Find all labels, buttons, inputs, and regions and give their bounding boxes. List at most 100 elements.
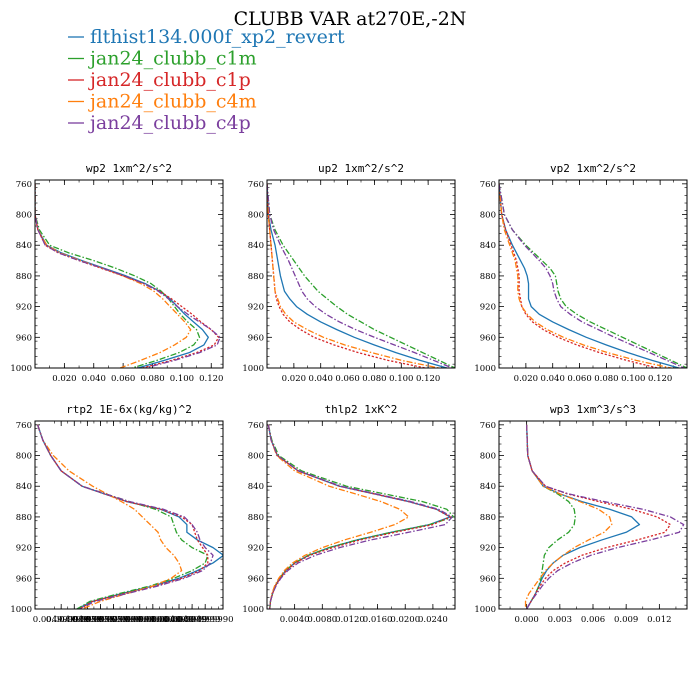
series-line [499, 183, 680, 368]
legend-entry: jan24_clubb_c1p [88, 69, 251, 91]
x-tick-label: 0.0120 [335, 615, 365, 625]
y-tick-label: 840 [480, 482, 496, 492]
x-tick-label: 0.0040 [280, 615, 310, 625]
series-line [499, 183, 672, 368]
y-tick-label: 1000 [242, 605, 264, 615]
y-tick-label: 880 [248, 272, 264, 282]
y-tick-label: 840 [16, 482, 32, 492]
x-tick-label: 0.003 [548, 615, 572, 625]
legend-entry: flthist134.000f_xp2_revert [90, 26, 345, 48]
panel-frame [498, 179, 688, 369]
y-tick-label: 880 [248, 513, 264, 523]
y-tick-label: 760 [480, 180, 496, 190]
x-tick-label: 0.012 [647, 615, 671, 625]
series-line [499, 183, 685, 368]
x-tick-label: 0.000 [514, 615, 538, 625]
x-tick-label: 0.004999999 [164, 615, 221, 625]
series-line [499, 183, 658, 368]
panel-frame [498, 420, 688, 610]
y-tick-label: 1000 [474, 364, 496, 374]
x-tick-label: 0.100 [621, 374, 645, 384]
y-tick-label: 800 [480, 452, 496, 462]
series-line [37, 424, 183, 609]
series-line [499, 183, 687, 368]
y-tick-label: 960 [480, 333, 496, 343]
x-tick-label: 0.005999999 [98, 615, 155, 625]
x-tick-label: 0.100 [389, 374, 413, 384]
series-line [37, 424, 209, 609]
x-tick-label: 0.006 [581, 615, 605, 625]
legend-entry: jan24_clubb_c4p [88, 112, 251, 134]
x-tick-label: 0.080 [594, 374, 618, 384]
panel: rtp2 1E-6x(kg/kg)^2 760 800 840 880 920 960 100… [10, 403, 233, 625]
y-tick-label: 760 [248, 421, 264, 431]
panel: vp2 1xm^2/s^2 760 800 840 880 920 960 1000 0.020… [474, 162, 688, 384]
x-tick-label: 0.080 [362, 374, 386, 384]
series-line [267, 424, 451, 609]
x-tick-label: 0.004999999 [46, 615, 103, 625]
series-line [526, 424, 576, 609]
x-tick-label: 0.005999999 [72, 615, 129, 625]
x-tick-label: 0.000000000 [138, 615, 195, 625]
panel-title: wp2 1xm^2/s^2 [86, 162, 172, 175]
y-tick-label: 840 [248, 241, 264, 251]
series-line [526, 424, 672, 609]
x-tick-label: 0.100 [170, 374, 194, 384]
panel-title: up2 1xm^2/s^2 [318, 162, 404, 175]
y-tick-label: 760 [16, 421, 32, 431]
y-tick-label: 960 [16, 574, 32, 584]
y-tick-label: 800 [480, 211, 496, 221]
y-tick-label: 1000 [474, 605, 496, 615]
y-tick-label: 760 [480, 421, 496, 431]
panel-title: vp2 1xm^2/s^2 [550, 162, 636, 175]
legend: flthist134.000f_xp2_revertjan24_clubb_c1… [68, 26, 345, 134]
y-tick-label: 960 [248, 574, 264, 584]
series-line [267, 424, 453, 609]
series-line [526, 424, 685, 609]
series-line [267, 183, 453, 368]
panel-title: thlp2 1xK^2 [325, 403, 398, 416]
x-tick-label: 0.005999999 [85, 615, 142, 625]
panel-frame [266, 179, 456, 369]
series-line [267, 183, 448, 368]
y-tick-label: 840 [248, 482, 264, 492]
x-tick-label: 0.000000000 [111, 615, 168, 625]
x-tick-label: 0.0080 [307, 615, 337, 625]
x-tick-label: 0.120 [648, 374, 672, 384]
y-tick-label: 880 [16, 513, 32, 523]
y-tick-label: 1000 [10, 605, 32, 615]
panel-frame [34, 420, 224, 610]
y-tick-label: 960 [480, 574, 496, 584]
y-tick-label: 1000 [242, 364, 264, 374]
x-tick-label: 0.0240 [418, 615, 448, 625]
series-line [37, 424, 209, 609]
series-line [35, 183, 201, 368]
y-tick-label: 800 [16, 211, 32, 221]
series-line [267, 183, 426, 368]
y-tick-label: 840 [16, 241, 32, 251]
y-tick-label: 920 [16, 544, 32, 554]
y-tick-label: 800 [16, 452, 32, 462]
x-tick-label: 0.004999990 [177, 615, 234, 625]
x-tick-label: 0.060 [567, 374, 591, 384]
panels: wp2 1xm^2/s^2 760 800 840 880 920 960 1000 0.020… [10, 162, 688, 625]
x-tick-label: 0.020 [514, 374, 538, 384]
legend-entry: jan24_clubb_c4m [88, 91, 257, 113]
series-line [267, 424, 410, 609]
panel-title: wp3 1xm^3/s^3 [550, 403, 636, 416]
series-line [35, 183, 221, 368]
x-tick-label: 0.004999995 [59, 615, 116, 625]
series-line [524, 424, 613, 609]
y-tick-label: 760 [16, 180, 32, 190]
series-line [267, 424, 451, 609]
legend-entry: jan24_clubb_c1m [88, 48, 257, 70]
x-tick-label: 0.040 [541, 374, 565, 384]
x-tick-label: 0.000000000 [124, 615, 181, 625]
y-tick-label: 880 [480, 272, 496, 282]
panel-title: rtp2 1E-6x(kg/kg)^2 [66, 403, 192, 416]
y-tick-label: 920 [480, 303, 496, 313]
x-tick-label: 0.060 [335, 374, 359, 384]
series-line [267, 424, 455, 609]
series-line [267, 183, 440, 368]
series-line [267, 183, 455, 368]
